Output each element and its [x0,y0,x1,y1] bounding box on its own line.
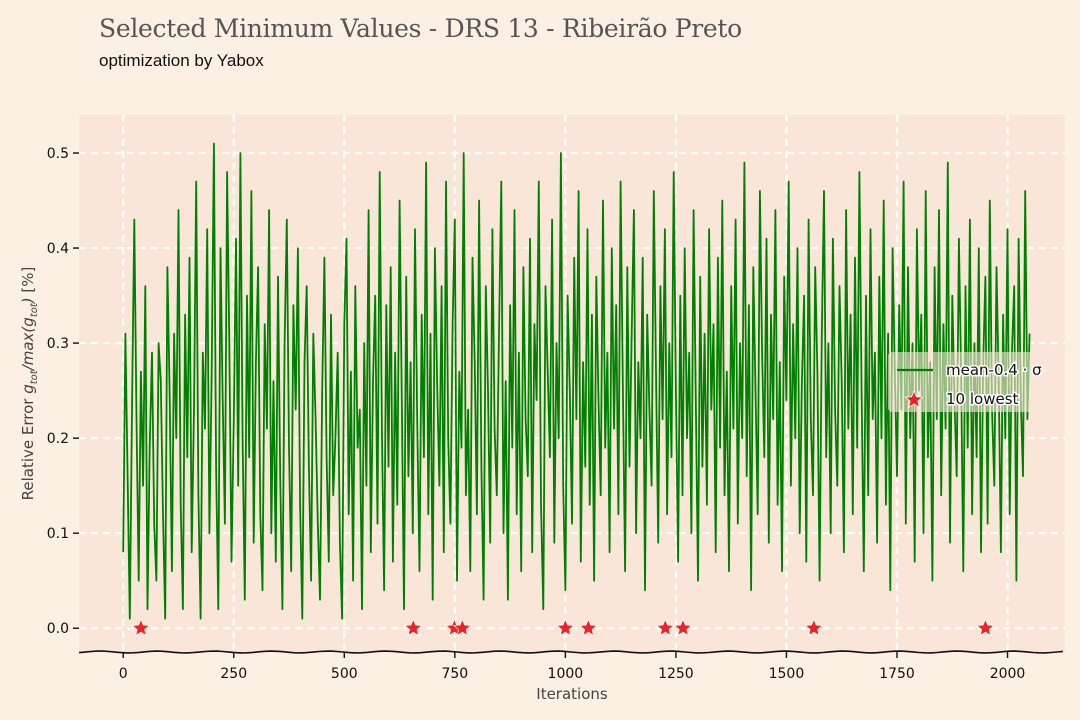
star-marker [578,618,598,637]
x-tick-label: 250 [220,666,247,682]
x-tick-label: 1500 [769,666,805,682]
star-marker [452,618,472,637]
star-marker [131,618,151,637]
y-axis-label: Relative Error gtot/max(gtot) [%] [19,267,40,501]
x-tick-label: 2000 [990,666,1026,682]
star-marker [655,618,675,637]
x-tick-label: 1750 [879,666,915,682]
series-line [122,142,1031,620]
star-marker [403,618,423,637]
marker-group [131,618,996,637]
chart-title: Selected Minimum Values - DRS 13 - Ribei… [99,14,742,43]
legend-box [888,352,1058,412]
x-axis-label: Iterations [536,685,608,703]
x-tick-label: 750 [441,666,468,682]
legend-star-icon [904,389,924,409]
star-marker [975,618,996,637]
y-tick-label: 0.4 [47,241,69,257]
y-tick-label: 0.1 [47,526,69,542]
star-marker [804,618,824,637]
x-tick-label: 1250 [658,666,694,682]
legend-line-label: mean-0.4 · σ [946,361,1042,379]
x-axis-ticks: 0 250 500 750 1000 1250 1500 1750 2000 [119,652,1026,682]
chart-subtitle: optimization by Yabox [99,51,264,70]
y-tick-label: 0.3 [47,336,69,352]
star-marker [673,618,693,637]
x-tick-label: 0 [119,666,128,682]
series-line-group [122,142,1031,620]
x-tick-label: 500 [331,666,358,682]
star-marker [555,618,575,637]
y-tick-label: 0.5 [47,146,69,162]
x-tick-label: 1000 [548,666,584,682]
y-axis-ticks: 0.0 0.1 0.2 0.3 0.4 0.5 [47,146,79,637]
legend-marker-label: 10 lowest [946,390,1019,408]
legend: mean-0.4 · σ 10 lowest [888,352,1058,412]
y-tick-label: 0.2 [47,431,69,447]
y-tick-label: 0.0 [47,621,69,637]
x-axis-line [78,650,1064,654]
